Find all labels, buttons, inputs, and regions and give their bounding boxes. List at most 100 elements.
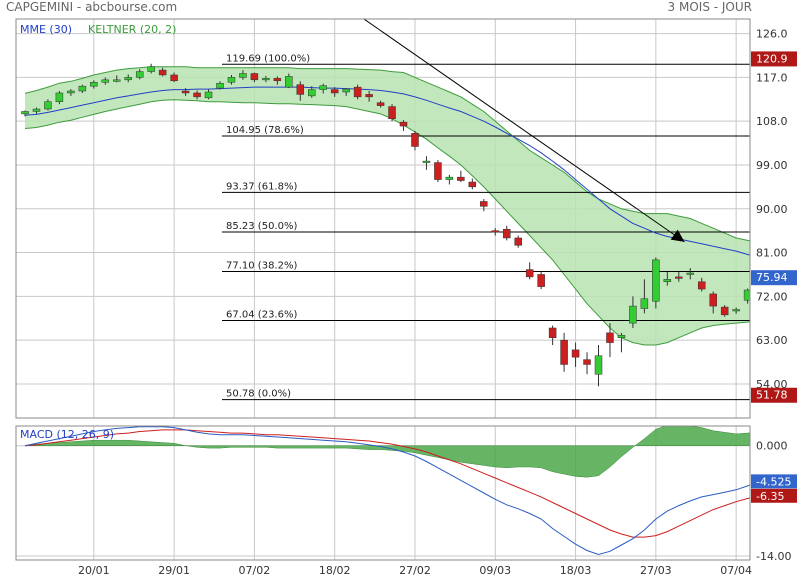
candle-body [90, 82, 98, 87]
macd-tag-label: -4.525 [756, 475, 791, 488]
candle-body [445, 176, 454, 180]
candle-body [285, 76, 293, 88]
candle-body [376, 102, 385, 106]
trend-arrow-head [670, 229, 685, 242]
candle-body [204, 91, 213, 99]
price-tag-label: 51.78 [756, 389, 788, 402]
macd-tag-box [751, 474, 797, 489]
candle-body [457, 176, 465, 181]
x-tick-label: 27/03 [640, 564, 672, 577]
x-tick-label: 07/04 [720, 564, 752, 577]
macd-tag-label: -6.35 [756, 490, 784, 503]
candle-body [422, 160, 431, 163]
candle-body [147, 66, 155, 72]
candle-body [491, 230, 500, 233]
candle-body [78, 85, 87, 92]
candle-body [262, 78, 270, 81]
mme-line [24, 86, 750, 256]
candle-body [227, 77, 236, 83]
candle-body [319, 85, 327, 90]
candle-body [697, 281, 706, 290]
candle-body [124, 77, 132, 81]
candle-body [55, 92, 64, 102]
candle-body [480, 201, 488, 207]
candle-body [732, 309, 740, 312]
x-tick-label: 18/02 [319, 564, 351, 577]
candle-body [113, 79, 121, 82]
price-y-tick-label: 108.0 [756, 115, 788, 128]
candle-body [67, 90, 75, 94]
legend-mme: MME (30) [20, 23, 72, 36]
candle-body [743, 289, 750, 301]
macd-panel [16, 426, 750, 560]
candle-body [21, 111, 29, 115]
x-tick-label: 18/03 [560, 564, 592, 577]
price-panel: 119.69 (100.0%) 104.95 (78.6%) 93.37 (61.8… [16, 19, 750, 418]
candle-body [308, 89, 316, 97]
price-y-tick-label: 126.0 [756, 28, 788, 41]
candle-body [158, 69, 167, 76]
macd-panel-frame [15, 425, 751, 561]
price-y-tick-label: 72.00 [756, 290, 788, 303]
candle-body [560, 339, 568, 365]
candle-body [342, 88, 350, 93]
fib-level-label: 67.04 (23.6%) [226, 309, 297, 320]
candle-body [273, 78, 282, 82]
candle-body [548, 327, 557, 338]
candle-body [606, 332, 614, 343]
keltner-upper-line [24, 66, 750, 242]
macd-y-tick-label: 0.000 [756, 440, 788, 453]
trend-arrow-line [363, 19, 685, 243]
macd-y-tick-label: -14.00 [756, 550, 791, 563]
price-y-tick-label: 81.00 [756, 247, 788, 260]
price-y-tick-label: 117.0 [756, 71, 788, 84]
price-tag-box [751, 387, 797, 403]
candle-body [330, 89, 339, 94]
candle-body [709, 293, 717, 307]
x-tick-label: 29/01 [158, 564, 190, 577]
candle-body [44, 101, 52, 110]
candle-body [399, 121, 408, 127]
legend-keltner: KELTNER (20, 2) [88, 23, 176, 36]
price-tag-label: 120.9 [756, 52, 788, 65]
fib-level-label: 93.37 (61.8%) [226, 181, 297, 192]
candle-body [296, 84, 305, 95]
chart-title: CAPGEMINI - abcbourse.com [6, 0, 178, 14]
candle-body [594, 355, 603, 375]
candle-body [101, 79, 110, 83]
candle-body [686, 272, 695, 275]
candle-body [640, 298, 649, 309]
candle-body [353, 86, 362, 98]
x-tick-label: 09/03 [479, 564, 511, 577]
price-tag-box [751, 270, 797, 286]
price-tag-label: 75.94 [756, 271, 788, 284]
candle-body [525, 269, 534, 278]
price-y-tick-label: 54.00 [756, 378, 788, 391]
candle-body [468, 181, 477, 188]
price-y-tick-label: 63.00 [756, 334, 788, 347]
candle-body [388, 106, 396, 119]
period-label: 3 MOIS - JOUR [667, 0, 752, 14]
candle-body [571, 349, 580, 358]
macd-histogram [24, 426, 750, 478]
fib-level-label: 50.78 (0.0%) [226, 389, 291, 400]
candle-body [617, 335, 626, 338]
x-tick-label: 20/01 [78, 564, 110, 577]
price-y-tick-label: 99.00 [756, 159, 788, 172]
candle-body [537, 274, 545, 287]
candle-body [32, 108, 41, 112]
candle-body [411, 133, 419, 147]
fib-level-label: 104.95 (78.6%) [226, 125, 304, 136]
price-tag-box [751, 51, 797, 67]
candle-body [629, 305, 637, 324]
candle-body [193, 92, 201, 98]
macd-line [24, 426, 750, 556]
candle-body [135, 71, 144, 78]
fib-level-label: 119.69 (100.0%) [226, 53, 310, 64]
candle-body [181, 90, 190, 94]
legend-macd: MACD (12, 26, 9) [20, 428, 114, 441]
keltner-band [25, 66, 750, 345]
macd-signal-line [24, 429, 750, 538]
candle-body [652, 259, 660, 302]
